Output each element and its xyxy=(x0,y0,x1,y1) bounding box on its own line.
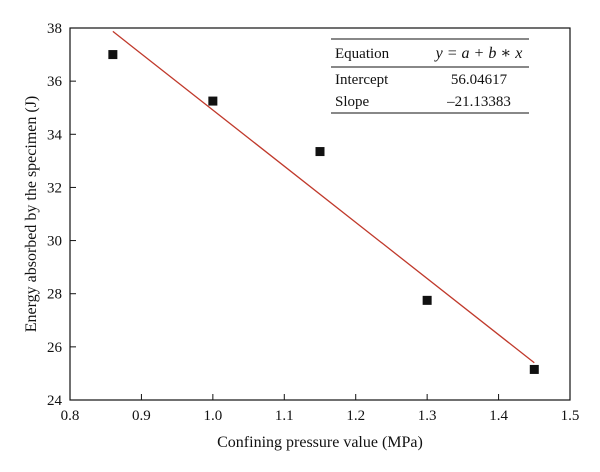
x-axis-title: Confining pressure value (MPa) xyxy=(217,434,423,451)
data-points xyxy=(108,50,539,374)
y-axis-title: Energy absorbed by the specimen (J) xyxy=(23,96,40,333)
y-tick-label: 30 xyxy=(47,234,62,250)
y-tick-label: 26 xyxy=(47,340,63,356)
data-point xyxy=(529,364,539,374)
x-tick-label: 0.8 xyxy=(61,408,80,424)
y-tick-label: 38 xyxy=(47,21,62,37)
fit-line xyxy=(112,30,535,364)
fit-table-value-intercept: 56.04617 xyxy=(451,72,508,88)
fit-table-label-equation: Equation xyxy=(335,46,390,62)
data-point xyxy=(315,147,325,157)
x-axis: 0.8 0.9 1.0 1.1 1.2 1.3 1.4 1.5 xyxy=(61,394,580,424)
x-tick-label: 1.5 xyxy=(561,408,580,424)
y-tick-label: 28 xyxy=(47,287,62,303)
y-tick-label: 32 xyxy=(47,180,62,196)
x-tick-label: 1.2 xyxy=(346,408,365,424)
fit-table-value-slope: –21.13383 xyxy=(446,94,511,110)
data-point xyxy=(422,295,432,305)
y-tick-label: 34 xyxy=(47,127,63,143)
y-axis: 24 26 28 30 32 34 36 38 xyxy=(47,21,76,409)
data-point xyxy=(108,50,118,60)
fit-table-label-intercept: Intercept xyxy=(335,72,389,88)
fit-table-value-equation: y = a + b ∗ x xyxy=(434,45,523,62)
y-tick-label: 36 xyxy=(47,74,63,90)
x-tick-label: 1.3 xyxy=(418,408,437,424)
fit-table: Equation y = a + b ∗ x Intercept 56.0461… xyxy=(331,38,529,114)
x-tick-label: 1.4 xyxy=(489,408,508,424)
x-tick-label: 1.1 xyxy=(275,408,294,424)
x-tick-label: 1.0 xyxy=(203,408,222,424)
y-tick-label: 24 xyxy=(47,393,63,409)
data-point xyxy=(208,96,218,106)
fit-table-label-slope: Slope xyxy=(335,94,370,110)
x-tick-label: 0.9 xyxy=(132,408,151,424)
plot-area-frame xyxy=(69,27,571,401)
